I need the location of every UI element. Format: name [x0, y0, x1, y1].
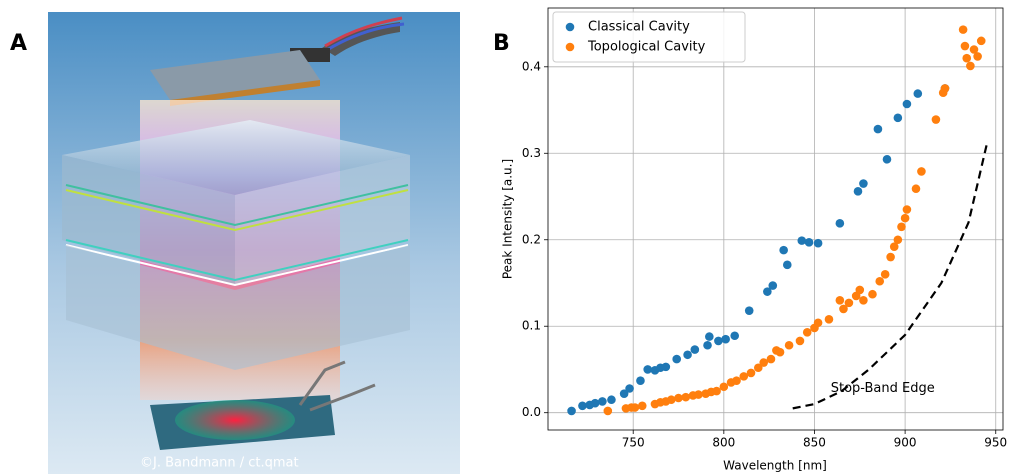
figure: ©J. Bandmann / ct.qmat A B Wavelength [n… — [0, 0, 1013, 474]
data-point — [730, 331, 739, 340]
data-point — [977, 37, 986, 46]
plot-area — [548, 8, 1003, 430]
data-point — [825, 315, 834, 324]
legend-marker — [566, 23, 575, 32]
data-point — [917, 167, 926, 176]
data-point — [805, 238, 814, 247]
annotation: Stop-Band Edge — [831, 381, 935, 396]
data-point — [667, 395, 676, 404]
data-point — [886, 253, 895, 262]
data-point — [959, 25, 968, 34]
data-point — [897, 222, 906, 231]
x-tick-label: 900 — [894, 436, 917, 450]
data-point — [683, 350, 692, 359]
data-point — [874, 125, 883, 134]
data-point — [901, 214, 910, 223]
data-point — [643, 365, 652, 374]
data-point — [803, 328, 812, 337]
x-tick-label: 750 — [622, 436, 645, 450]
data-point — [721, 335, 730, 344]
data-point — [883, 155, 892, 164]
data-point — [631, 403, 640, 412]
data-point — [962, 54, 971, 63]
legend-marker — [566, 43, 575, 52]
data-point — [779, 246, 788, 255]
data-point — [694, 390, 703, 399]
x-tick-label: 950 — [984, 436, 1007, 450]
data-point — [745, 306, 754, 315]
data-point — [961, 42, 970, 51]
data-point — [836, 219, 845, 228]
data-point — [636, 376, 645, 385]
data-point — [859, 179, 868, 188]
panel-label: B — [493, 31, 510, 56]
y-tick-label: 0.1 — [522, 319, 541, 333]
data-point — [625, 384, 634, 393]
data-point — [973, 52, 982, 61]
data-point — [598, 397, 607, 406]
data-point — [674, 394, 683, 403]
data-point — [903, 205, 912, 214]
y-tick-label: 0.3 — [522, 146, 541, 160]
data-point — [875, 277, 884, 286]
data-point — [720, 382, 729, 391]
data-point — [768, 281, 777, 290]
data-point — [705, 332, 714, 341]
data-point — [836, 296, 845, 305]
data-point — [732, 376, 741, 385]
data-point — [604, 407, 613, 416]
data-point — [854, 187, 863, 196]
data-point — [672, 355, 681, 364]
data-point — [776, 348, 785, 357]
data-point — [912, 184, 921, 193]
data-point — [894, 235, 903, 244]
legend-label: Topological Cavity — [587, 40, 706, 55]
y-axis-label: Peak Intensity [a.u.] — [501, 159, 515, 279]
data-point — [607, 395, 616, 404]
data-point — [966, 62, 975, 71]
data-point — [859, 296, 868, 305]
data-point — [941, 84, 950, 93]
data-point — [855, 286, 864, 295]
x-tick-label: 850 — [803, 436, 826, 450]
data-point — [714, 337, 723, 346]
data-point — [767, 355, 776, 364]
data-point — [681, 393, 690, 402]
data-point — [881, 270, 890, 279]
data-point — [638, 401, 647, 410]
illustration: ©J. Bandmann / ct.qmat — [48, 12, 460, 474]
data-point — [712, 387, 721, 396]
y-tick-label: 0.2 — [522, 232, 541, 246]
data-point — [591, 399, 600, 408]
data-point — [797, 236, 806, 245]
x-tick-label: 800 — [712, 436, 735, 450]
data-point — [894, 114, 903, 123]
y-tick-label: 0.0 — [522, 405, 541, 419]
data-point — [914, 89, 923, 98]
data-point — [814, 318, 823, 327]
data-point — [662, 363, 671, 372]
data-point — [703, 341, 712, 350]
legend-label: Classical Cavity — [588, 20, 690, 35]
panel-label: A — [10, 31, 27, 56]
data-point — [783, 261, 792, 270]
data-point — [747, 369, 756, 378]
data-point — [814, 239, 823, 248]
y-tick-label: 0.4 — [522, 59, 541, 73]
x-axis-label: Wavelength [nm] — [723, 459, 827, 473]
data-point — [691, 345, 700, 354]
data-point — [903, 100, 912, 109]
credit: ©J. Bandmann / ct.qmat — [140, 456, 299, 471]
data-point — [567, 407, 576, 416]
data-point — [845, 299, 854, 308]
data-point — [932, 115, 941, 124]
data-point — [785, 341, 794, 350]
data-point — [578, 401, 587, 410]
data-point — [868, 290, 877, 299]
data-point — [796, 337, 805, 346]
